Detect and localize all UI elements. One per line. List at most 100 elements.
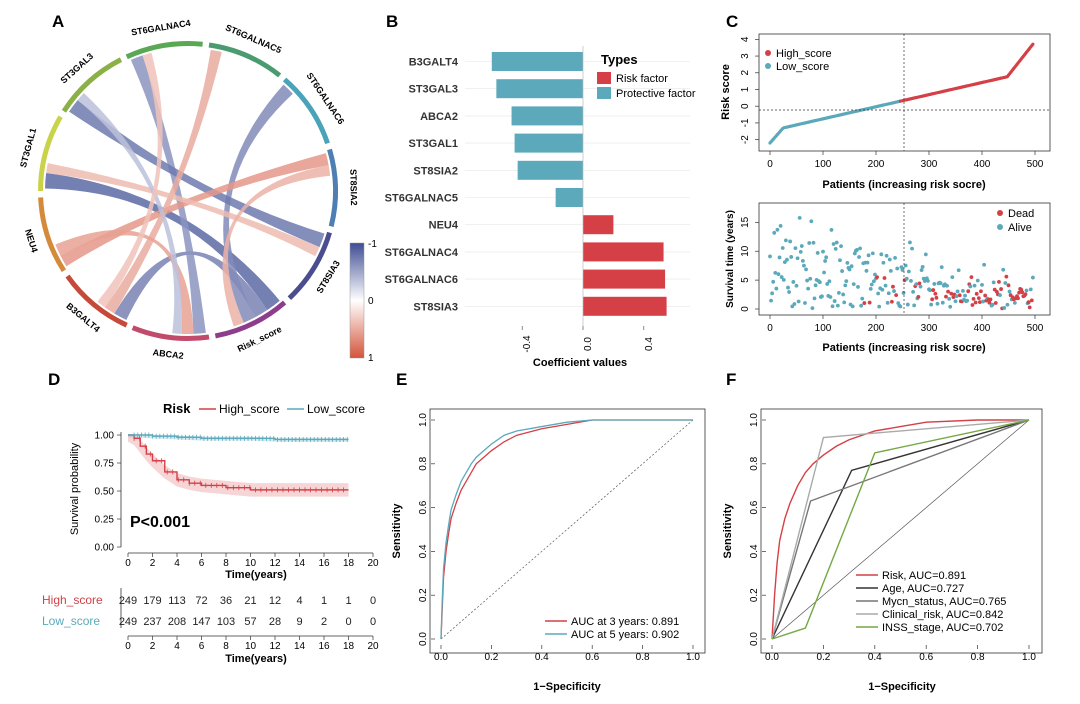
survival-point [999, 287, 1003, 291]
confidence-band-high [128, 435, 349, 497]
legend-alive: Alive [1008, 222, 1032, 234]
sector-arc [327, 148, 339, 227]
tick-label: 0 [767, 323, 773, 334]
tick-label: 12 [269, 558, 281, 569]
bar [583, 242, 664, 262]
tick-label: 4 [174, 558, 180, 569]
risk-table-cell: 147 [192, 616, 210, 628]
survival-point [844, 279, 849, 284]
tick-label: 6 [199, 558, 205, 569]
tick-label: 5 [740, 277, 751, 283]
survival-point [955, 289, 960, 294]
tick-label: 2 [150, 558, 156, 569]
tick-label: 4 [740, 36, 751, 42]
survival-point [922, 279, 927, 283]
chord-link [45, 172, 280, 311]
survival-point [817, 280, 822, 285]
risk-table: 249 179 113 72 36 21 12 4 1 1 0 249 237 208 147 103 57 28… [119, 595, 376, 628]
roc-line [771, 419, 1030, 640]
category-label: ABCA2 [420, 111, 458, 123]
tick-label: 16 [318, 558, 330, 569]
survival-point [1024, 288, 1029, 293]
survival-point [892, 289, 896, 293]
survival-point [946, 289, 950, 294]
x-tick-label: 0.2 [484, 652, 498, 663]
survival-point [1023, 292, 1028, 297]
survival-point [866, 253, 871, 258]
km-line-low [128, 434, 349, 441]
chord-link [223, 84, 293, 323]
tick-label: 0.75 [95, 459, 115, 470]
legend-protective-factor: Protective factor [616, 88, 696, 100]
y-ticks: 0.00 0.25 0.50 0.75 1.00 [95, 431, 121, 554]
survival-point [1029, 298, 1034, 303]
colorbar-tick-top: -1 [368, 239, 377, 250]
y-tick-label: 0.2 [418, 588, 429, 602]
sector-label: ST6GALNAC4 [130, 18, 191, 38]
legend-low-score: Low_score [307, 402, 365, 416]
risk-table-label-high: High_score [42, 593, 103, 607]
survival-point [880, 287, 885, 292]
x-tick-label: 1.0 [1022, 652, 1036, 663]
tick-label: 14 [294, 558, 306, 569]
survival-point [969, 275, 974, 280]
sector-arc [208, 42, 282, 78]
y-tick-label: 0.0 [749, 632, 760, 646]
bar [517, 160, 583, 180]
survival-point [793, 246, 798, 251]
survival-point [939, 265, 944, 270]
x-axis-label: 1−Specificity [868, 681, 936, 693]
sector-arc [287, 231, 332, 300]
survival-point [823, 259, 828, 263]
tick-label: 8 [223, 558, 229, 569]
chord-link [97, 52, 163, 308]
y-tick-label: 0.4 [418, 544, 429, 558]
tick-label: 500 [1027, 323, 1044, 334]
survival-point [837, 290, 841, 295]
survival-point [769, 298, 773, 303]
survival-point [807, 241, 812, 245]
tick-label: 0.0 [583, 337, 594, 351]
km-line-high [128, 434, 349, 491]
bar [555, 188, 583, 207]
survival-point [886, 291, 891, 296]
bar [583, 215, 614, 235]
survival-point [976, 296, 981, 300]
survival-point [929, 302, 934, 307]
survival-point [970, 303, 975, 307]
sector-label: ST8SIA2 [348, 169, 359, 206]
survival-point [971, 296, 976, 301]
survival-point [879, 252, 884, 257]
survival-point [1012, 300, 1017, 305]
survival-point [782, 260, 787, 265]
survival-point [876, 291, 881, 296]
survival-point [1030, 275, 1035, 280]
risk-table-cell: 0 [345, 616, 351, 628]
survival-point [1006, 283, 1011, 288]
roc-line [440, 419, 693, 640]
panel-c-risk-score: 4 3 2 1 0 -1 -2 0 100 200 300 400 500 Risk score Pa… [720, 33, 1051, 191]
chord-link [60, 153, 329, 267]
tick-label: 0.00 [95, 543, 115, 554]
survival-point [948, 304, 953, 309]
survival-point [794, 283, 799, 288]
survival-point [787, 290, 791, 294]
sector-arc [125, 41, 203, 60]
chord-link [130, 55, 206, 334]
survival-point [834, 240, 839, 245]
survival-point [865, 260, 870, 265]
survival-point [775, 227, 780, 232]
colorbar-tick-mid: 0 [368, 296, 374, 307]
survival-point [1002, 306, 1007, 310]
survival-point [811, 240, 816, 245]
survival-point [1001, 267, 1006, 272]
sector-arc [38, 115, 63, 191]
survival-point [903, 263, 908, 268]
y-tick-label: 1.0 [749, 413, 760, 427]
y-tick-label: 0.2 [749, 588, 760, 602]
y-axis-label: Sensitivity [391, 503, 403, 559]
tick-label: 20 [367, 558, 379, 569]
survival-point [914, 282, 919, 287]
panel-label-d: D [48, 370, 60, 389]
